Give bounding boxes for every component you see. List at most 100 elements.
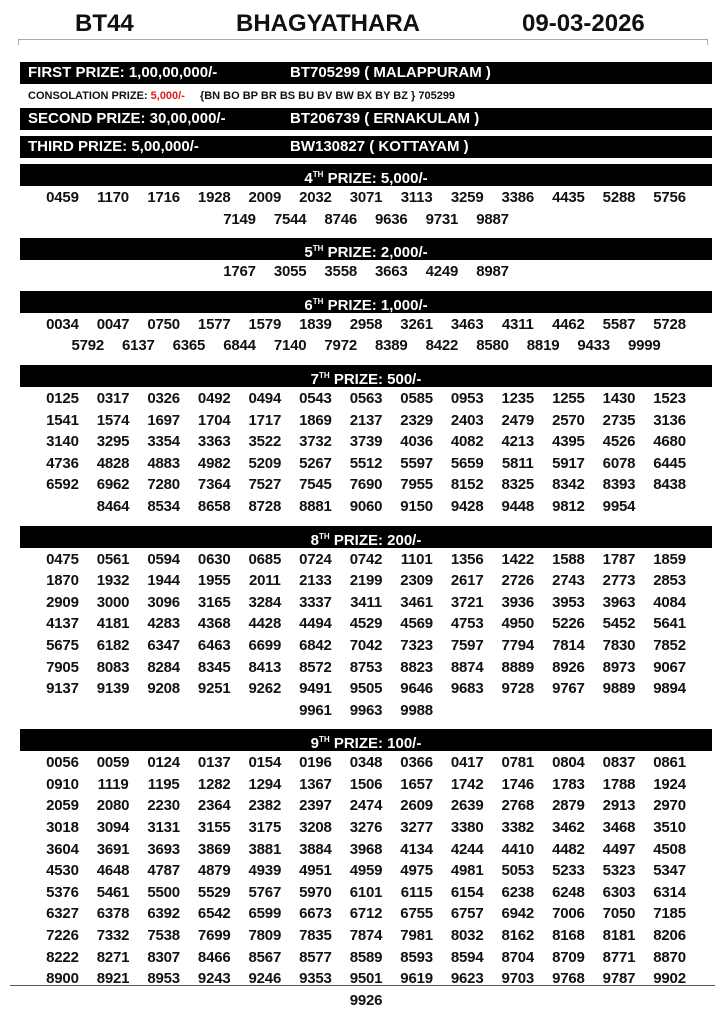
winning-number: 3936 xyxy=(501,593,535,611)
winning-number: 7597 xyxy=(450,636,484,654)
winning-number: 3881 xyxy=(248,840,282,858)
winning-number: 8464 xyxy=(96,497,130,515)
results: FIRST PRIZE: 1,00,00,000/- BT705299 ( MA… xyxy=(20,62,712,1013)
winning-number: 0494 xyxy=(248,389,282,407)
consolation-label: CONSOLATION PRIZE: xyxy=(28,90,151,102)
prize-header-9: 9TH PRIZE: 100/- xyxy=(20,729,712,752)
winning-number: 1869 xyxy=(299,411,332,429)
winning-number: 7852 xyxy=(653,636,686,654)
prize-section-5: 5TH PRIZE: 2,000/- 1767 3055 3558 3663 4249 89… xyxy=(20,238,712,285)
winning-number: 4736 xyxy=(46,454,79,472)
winning-number: 5970 xyxy=(299,883,332,901)
winning-number: 5675 xyxy=(46,636,79,654)
consolation-amount: 5,000/- xyxy=(150,90,185,102)
prize-ordinal-suffix: TH xyxy=(318,531,330,541)
winning-number: 5811 xyxy=(501,454,534,472)
winning-number: 1787 xyxy=(602,550,636,568)
winning-number: 6445 xyxy=(653,454,686,472)
winning-number: 4569 xyxy=(400,615,433,633)
winning-number: 0561 xyxy=(96,550,130,568)
winning-number: 7332 xyxy=(96,927,130,945)
winning-number: 1932 xyxy=(96,572,130,590)
winning-number: 6137 xyxy=(122,337,155,355)
winning-number: 6592 xyxy=(46,476,79,494)
winning-number: 3411 xyxy=(350,593,382,611)
winning-number: 1742 xyxy=(450,775,484,793)
prize-amount-label: PRIZE: 1,000/- xyxy=(323,296,428,314)
winning-number: 8534 xyxy=(147,497,180,515)
second-prize-bar: SECOND PRIZE: 30,00,000/- BT206739 ( ERN… xyxy=(20,108,712,130)
winning-number: 1717 xyxy=(248,411,282,429)
winning-number: 2403 xyxy=(450,411,484,429)
winning-number: 9262 xyxy=(248,680,282,698)
winning-number: 0804 xyxy=(552,754,585,772)
winning-number: 1767 xyxy=(223,263,256,281)
winning-number: 3113 xyxy=(400,189,433,206)
winning-number: 9999 xyxy=(627,337,661,355)
winning-number: 8593 xyxy=(400,948,433,966)
winning-number: 6378 xyxy=(96,905,130,923)
winning-number: 1235 xyxy=(501,389,535,407)
winning-number: 1944 xyxy=(147,572,180,590)
winning-number: 1506 xyxy=(349,775,383,793)
winning-number: 1588 xyxy=(552,550,585,568)
winning-number: 3131 xyxy=(147,819,180,837)
winning-number: 4435 xyxy=(552,189,585,206)
winning-number: 9246 xyxy=(248,970,282,988)
winning-number: 9619 xyxy=(400,970,433,988)
winning-number: 0417 xyxy=(450,754,484,772)
winning-number: 9683 xyxy=(450,680,484,698)
winning-number: 3732 xyxy=(299,433,332,451)
winning-number: 1294 xyxy=(248,775,282,793)
winning-number: 0724 xyxy=(299,550,332,568)
winning-number: 8889 xyxy=(501,658,535,676)
winning-number: 8704 xyxy=(501,948,535,966)
winning-number: 2735 xyxy=(602,411,636,429)
winning-number: 9768 xyxy=(552,970,585,988)
winning-number: 5233 xyxy=(552,862,585,880)
winning-number: 3380 xyxy=(450,819,484,837)
winning-number: 1422 xyxy=(501,550,535,568)
winning-number: 9887 xyxy=(476,210,509,228)
winning-number: 6347 xyxy=(147,636,180,654)
winning-number: 8987 xyxy=(476,263,509,281)
winning-number: 9251 xyxy=(197,680,231,698)
winning-number: 8345 xyxy=(197,658,231,676)
winning-number: 1541 xyxy=(46,411,79,429)
winning-number: 8746 xyxy=(324,210,357,228)
winning-number: 4084 xyxy=(653,593,686,611)
winning-number: 1704 xyxy=(197,411,231,429)
winning-number: 7544 xyxy=(273,210,307,228)
winning-number: 1657 xyxy=(400,775,433,793)
winning-number: 0861 xyxy=(653,754,686,772)
winning-number: 7690 xyxy=(349,476,383,494)
winning-number: 6699 xyxy=(248,636,282,654)
winning-number: 7905 xyxy=(46,658,79,676)
winning-number: 3261 xyxy=(400,315,433,333)
winning-number: 1928 xyxy=(197,189,231,206)
winning-number: 6365 xyxy=(172,337,206,355)
winning-number: 6757 xyxy=(450,905,484,923)
winning-number: 3691 xyxy=(96,840,130,858)
winning-number: 1523 xyxy=(653,389,686,407)
winning-number: 8168 xyxy=(552,927,585,945)
winning-numbers: 0056 0059 0124 0137 0154 0196 0348 0366 0417 0781… xyxy=(36,751,696,1013)
winning-number: 0585 xyxy=(400,389,433,407)
winning-number: 9636 xyxy=(375,210,408,228)
winning-number: 4975 xyxy=(400,862,433,880)
winning-number: 9448 xyxy=(501,497,535,515)
winning-number: 9150 xyxy=(400,497,433,515)
winning-number: 4497 xyxy=(602,840,636,858)
winning-number: 7794 xyxy=(501,636,535,654)
prize-amount-label: PRIZE: 200/- xyxy=(329,531,422,549)
winning-number: 1788 xyxy=(602,775,636,793)
winning-number: 8753 xyxy=(349,658,383,676)
winning-number: 0059 xyxy=(96,754,130,772)
winning-number: 9137 xyxy=(46,680,79,698)
winning-number: 5452 xyxy=(602,615,636,633)
third-prize-winner: BW130827 ( KOTTAYAM ) xyxy=(290,138,469,155)
winning-number: 2570 xyxy=(552,411,585,429)
prize-sections: 4TH PRIZE: 5,000/- 0459 1170 1716 1928 2009 20… xyxy=(20,164,712,1013)
winning-number: 3463 xyxy=(450,315,484,333)
winning-number: 2009 xyxy=(248,189,282,206)
